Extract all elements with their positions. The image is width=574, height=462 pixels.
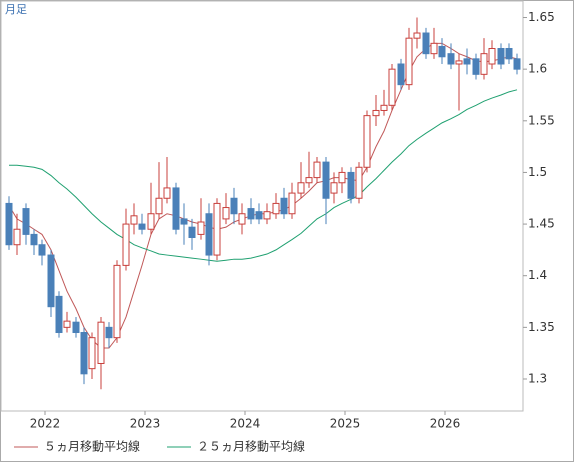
candle-body <box>47 254 55 308</box>
candle-body <box>488 48 496 65</box>
candle-body <box>188 226 196 238</box>
candle-body <box>347 171 355 199</box>
candle-body <box>497 48 505 65</box>
candle-body <box>438 45 446 58</box>
candle-body <box>163 187 171 199</box>
candle-body <box>388 68 396 106</box>
candle-body <box>230 197 238 215</box>
candle-body <box>155 197 163 215</box>
candle-body <box>322 161 330 199</box>
candle-body <box>147 213 155 230</box>
y-tick-label: 1.3 <box>528 371 547 385</box>
candle-body <box>263 211 271 220</box>
y-tick-label: 1.65 <box>528 10 555 24</box>
candle-body <box>88 337 96 370</box>
candle-body <box>330 182 338 194</box>
candle-body <box>238 213 246 225</box>
candle-body <box>213 202 221 256</box>
candle-body <box>138 223 146 230</box>
candle-body <box>363 115 371 168</box>
candle-body <box>180 218 188 225</box>
candle-body <box>447 53 455 65</box>
y-tick-label: 1.55 <box>528 113 555 127</box>
candle-body <box>63 320 71 328</box>
candle-body <box>247 208 255 220</box>
candle-body <box>5 202 13 246</box>
candle-body <box>280 197 288 215</box>
candle-body <box>130 215 138 225</box>
plot-area <box>0 0 524 412</box>
candle-body <box>313 161 321 179</box>
x-tick-label: 2025 <box>330 417 361 431</box>
candle-body <box>505 48 513 60</box>
candle-body <box>397 63 405 86</box>
candle-body <box>222 207 230 220</box>
candle-body <box>97 321 105 364</box>
candle-body <box>22 208 30 235</box>
candle-body <box>338 171 346 184</box>
moving-average-line <box>9 89 518 262</box>
candle-body <box>30 233 38 246</box>
candle-body <box>305 177 313 184</box>
candle-body <box>55 295 63 334</box>
candle-body <box>272 202 280 215</box>
y-tick-label: 1.35 <box>528 320 555 334</box>
candle-body <box>13 228 21 246</box>
y-tick-label: 1.5 <box>528 165 547 179</box>
x-tick-label: 2026 <box>430 417 461 431</box>
candle-body <box>372 109 380 117</box>
legend-label: ５ヵ月移動平均線 <box>44 439 140 454</box>
candle-body <box>38 244 46 256</box>
candle-body <box>297 182 305 194</box>
candle-body <box>172 187 180 230</box>
candle-body <box>197 221 205 235</box>
legend-label: ２５ヵ月移動平均線 <box>197 439 305 454</box>
candle-body <box>413 32 421 39</box>
candle-body <box>455 60 463 65</box>
candle-body <box>105 326 113 339</box>
y-tick-label: 1.6 <box>528 62 547 76</box>
x-tick-label: 2022 <box>30 417 61 431</box>
candle-body <box>513 58 521 70</box>
candle-body <box>422 32 430 55</box>
candle-body <box>288 192 296 215</box>
candle-body <box>405 37 413 86</box>
candle-body <box>480 53 488 75</box>
period-label: 月足 <box>5 3 27 16</box>
candle-body <box>430 42 438 55</box>
x-tick-label: 2024 <box>230 417 261 431</box>
candle-body <box>72 321 80 334</box>
candle-body <box>355 166 363 199</box>
candle-body <box>205 213 213 256</box>
y-tick-label: 1.45 <box>528 217 555 231</box>
candle-body <box>472 58 480 75</box>
candle-body <box>380 104 388 111</box>
candle-body <box>122 223 130 266</box>
candle-body <box>463 58 471 65</box>
y-tick-label: 1.4 <box>528 268 547 282</box>
candle-body <box>113 264 121 339</box>
x-tick-label: 2023 <box>130 417 161 431</box>
candle-body <box>255 211 263 220</box>
candle-body <box>80 332 88 375</box>
